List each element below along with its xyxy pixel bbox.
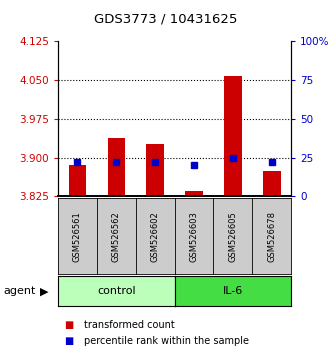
Text: ■: ■ [65,336,74,346]
Text: GSM526603: GSM526603 [190,211,199,262]
Text: percentile rank within the sample: percentile rank within the sample [84,336,249,346]
Bar [69,165,86,196]
Text: IL-6: IL-6 [223,286,243,296]
Bar [146,144,164,196]
Text: GSM526605: GSM526605 [228,211,237,262]
Text: GSM526678: GSM526678 [267,211,276,262]
Text: ■: ■ [65,320,74,330]
Text: GSM526562: GSM526562 [112,211,121,262]
Text: control: control [97,286,136,296]
Bar [185,191,203,196]
Text: GDS3773 / 10431625: GDS3773 / 10431625 [94,12,237,25]
Text: agent: agent [3,286,36,296]
Text: GSM526602: GSM526602 [151,211,160,262]
Bar [108,138,125,196]
Text: ▶: ▶ [40,286,49,296]
Bar [224,76,242,196]
Bar [263,171,281,196]
Text: transformed count: transformed count [84,320,175,330]
Text: GSM526561: GSM526561 [73,211,82,262]
